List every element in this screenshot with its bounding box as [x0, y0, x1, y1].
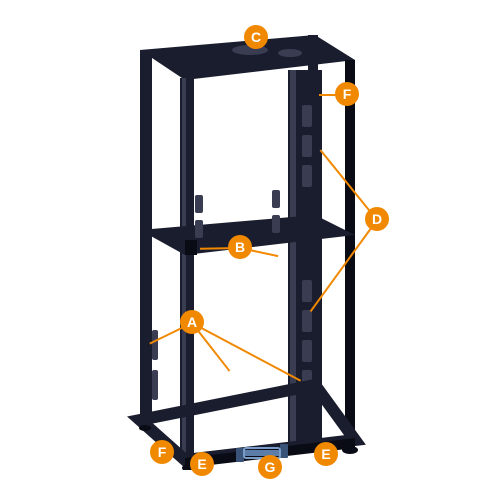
label-text: E	[197, 456, 206, 472]
label-badge-f-bottom: F	[150, 440, 174, 464]
label-badge-f-top: F	[335, 82, 359, 106]
label-text: B	[235, 239, 245, 255]
label-text: F	[343, 86, 352, 102]
label-text: F	[158, 444, 167, 460]
label-badge-g: G	[258, 455, 282, 479]
label-text: C	[251, 29, 261, 45]
label-badge-a: A	[180, 310, 204, 334]
label-badge-e-left: E	[190, 452, 214, 476]
label-text: D	[372, 211, 382, 227]
label-badge-d: D	[365, 207, 389, 231]
label-text: A	[187, 314, 197, 330]
label-badge-c: C	[244, 25, 268, 49]
label-text: E	[321, 446, 330, 462]
label-badge-b: B	[228, 235, 252, 259]
diagram-container: A B C D E E F F G	[0, 0, 500, 500]
label-text: G	[265, 459, 276, 475]
label-badge-e-right: E	[314, 442, 338, 466]
